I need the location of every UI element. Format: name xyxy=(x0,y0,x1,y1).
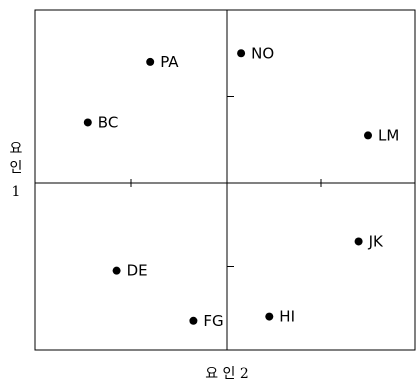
data-points: PA NO BC LM JK DE FG HI xyxy=(83,44,399,330)
data-point xyxy=(354,237,363,246)
data-point xyxy=(265,312,274,321)
axis-ticks xyxy=(130,96,322,267)
data-point xyxy=(364,131,372,140)
data-point-label: BC xyxy=(98,113,119,131)
data-point-label: NO xyxy=(251,44,274,62)
y-axis-title-line: 요 xyxy=(10,141,23,157)
y-axis-title-line: 1 xyxy=(12,184,21,200)
data-point-label: PA xyxy=(160,53,179,71)
data-point-label: JK xyxy=(368,232,384,250)
x-axis-title: 요 인 2 xyxy=(205,366,249,382)
data-point xyxy=(146,57,155,66)
data-point-label: FG xyxy=(203,312,223,330)
data-point xyxy=(83,118,92,127)
data-point xyxy=(237,49,246,58)
y-axis-title: 요인 1 xyxy=(10,141,23,200)
plot-frame xyxy=(34,9,416,351)
data-point xyxy=(112,266,121,275)
data-point-label: DE xyxy=(127,262,148,280)
data-point-label: HI xyxy=(279,308,295,326)
y-axis-title-line: 인 xyxy=(10,160,23,176)
data-point xyxy=(189,316,198,325)
data-point-label: LM xyxy=(378,126,399,144)
